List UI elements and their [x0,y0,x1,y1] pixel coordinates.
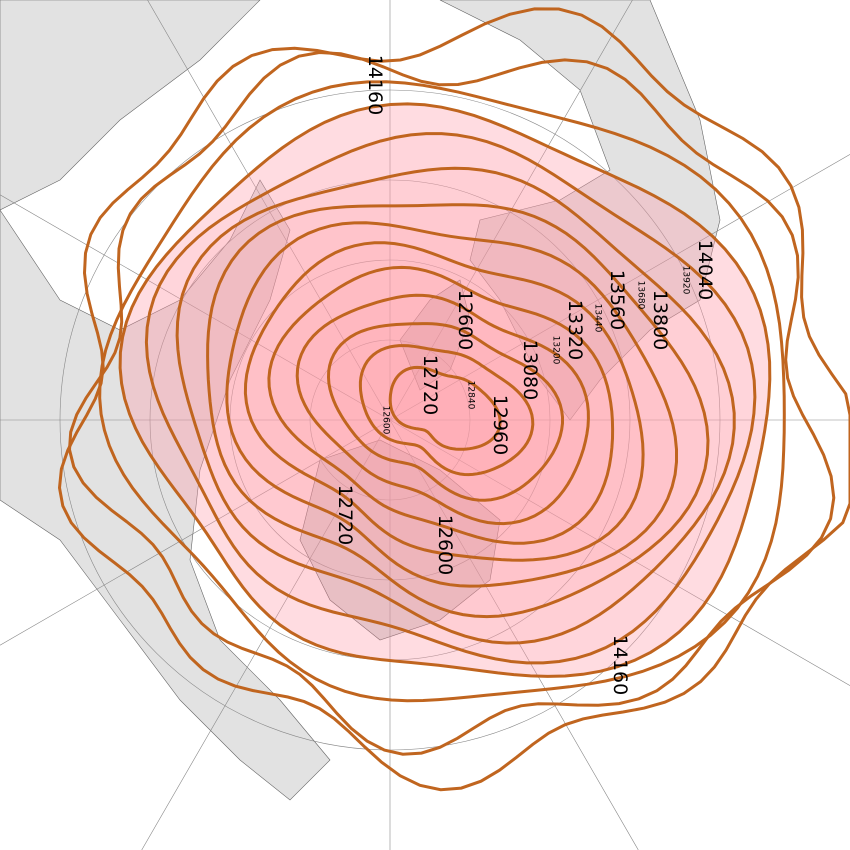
contour-13680 [144,132,757,665]
land-asia [0,0,331,801]
contour-label: 12600 [434,514,456,576]
contour-label: 13800 [649,289,671,351]
contour-12600 [388,365,502,451]
contour-label: 12960 [489,394,511,456]
contour-12960 [295,293,590,526]
contour-14160 [57,7,850,792]
shaded-contour-13080 [268,267,613,544]
contour-label: 13320 [564,299,586,361]
contour-label: 12600 [454,289,476,351]
meridian-line [141,419,391,850]
contour-13440 [206,203,710,619]
contour-14040 [67,50,836,756]
shaded-contour-12960 [297,295,589,524]
contour-13080 [267,265,615,545]
shaded-contour-13200 [245,242,644,561]
contour-label: 13200 [550,335,561,365]
meridian-line [389,419,639,850]
meridian-line [0,194,391,421]
contour-label: 13440 [592,303,603,333]
contour-label: 12600 [380,405,391,435]
shaded-contour-12840 [328,323,563,501]
contour-13920 [98,80,786,703]
contour-13320 [225,221,678,588]
contour-label: 13920 [680,265,691,295]
contour-label: 14040 [694,239,716,301]
contour-12720 [358,344,535,477]
contour-label: 14160 [364,54,386,116]
contour-label: 14160 [609,634,631,696]
shaded-contour-13320 [226,222,677,587]
contour-label: 13080 [519,339,541,401]
land-greenland [399,279,471,391]
contour-12840 [326,322,564,502]
contour-label: 13560 [606,269,628,331]
contours [57,7,850,792]
contour-label: 13680 [635,280,646,310]
contour-13800 [118,102,772,678]
contour-label: 12720 [334,484,356,546]
meridian-line [0,419,391,646]
contour-label: 12840 [465,380,476,410]
contour-13200 [243,241,645,562]
meridian-line [389,419,850,686]
contour-13560 [175,166,736,645]
contour-label: 12720 [419,354,441,416]
